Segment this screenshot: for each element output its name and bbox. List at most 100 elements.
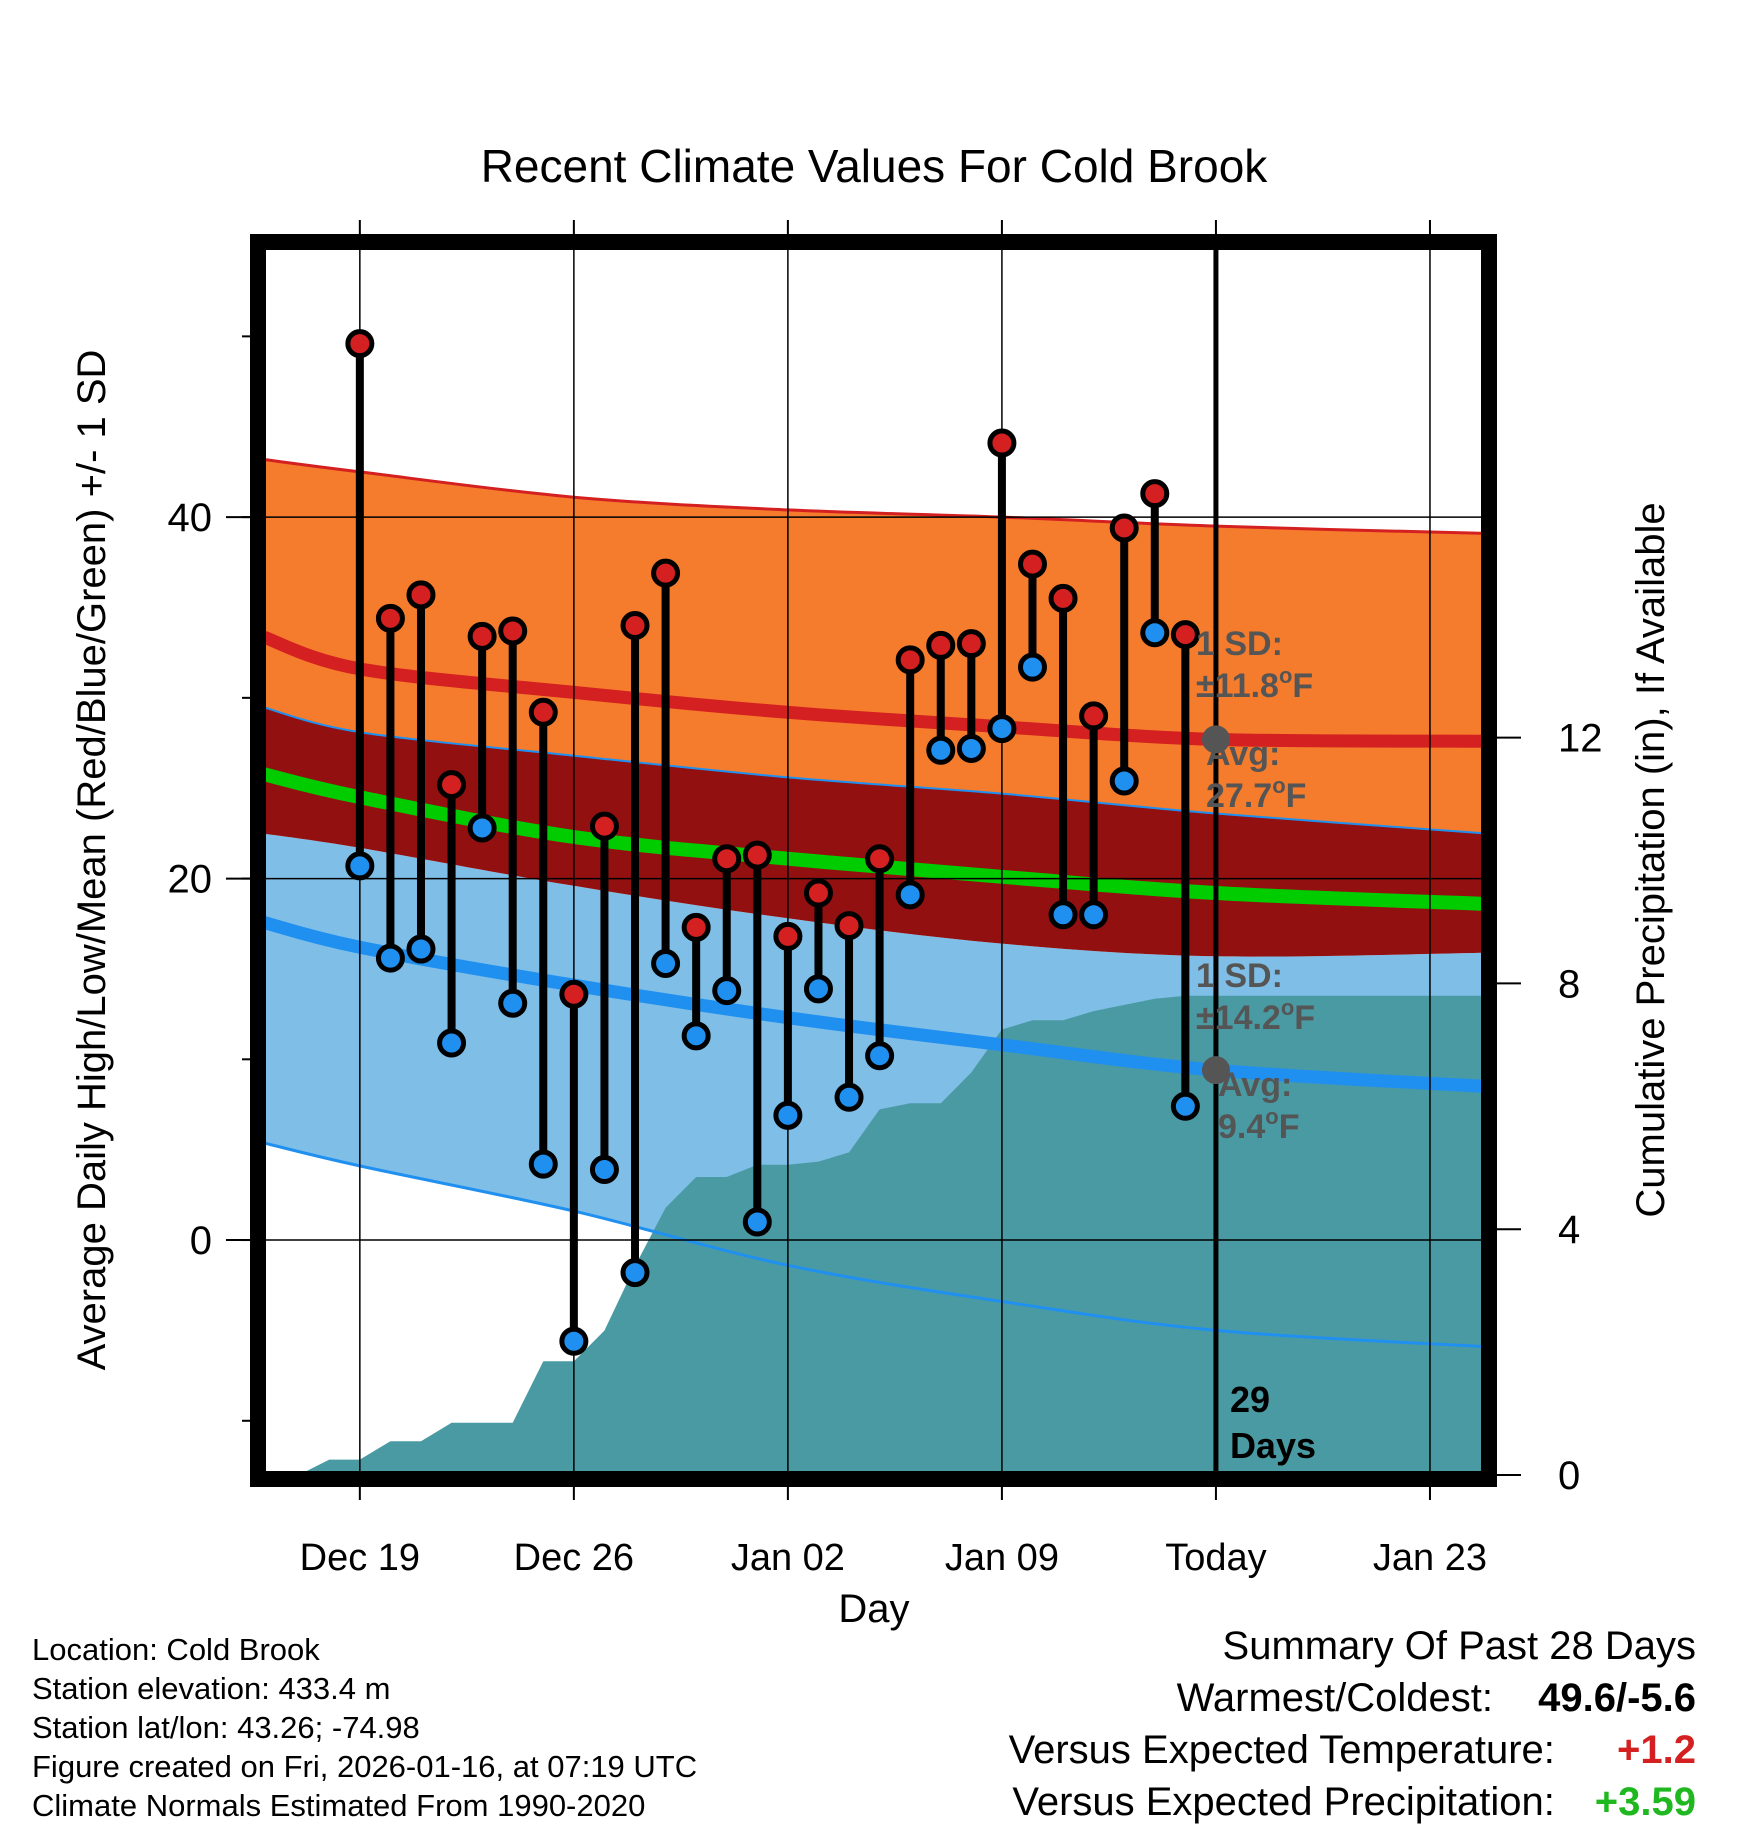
high-point xyxy=(1109,513,1139,543)
low-avg-annotation: Avg: xyxy=(1218,1066,1292,1104)
y-axis-label: Average Daily High/Low/Mean (Red/Blue/Gr… xyxy=(70,350,114,1371)
x-tick-label: Today xyxy=(1165,1537,1266,1579)
high-avg-annotation-value: 27.7oF xyxy=(1206,773,1306,815)
y-tick-label: 0 xyxy=(190,1219,212,1263)
annot-number: 27.7 xyxy=(1206,777,1272,815)
low-point xyxy=(1109,766,1139,796)
degree-sup: o xyxy=(1272,773,1285,798)
high-point xyxy=(1048,583,1078,613)
low-point xyxy=(375,943,405,973)
high-point xyxy=(498,616,528,646)
low-point xyxy=(803,974,833,1004)
low-point xyxy=(467,813,497,843)
x-tick-label: Dec 19 xyxy=(300,1537,420,1579)
y2-tick-label: 0 xyxy=(1558,1454,1580,1498)
high-point xyxy=(681,912,711,942)
warmest-coldest-label: Warmest/Coldest: xyxy=(1176,1676,1493,1720)
x-tick-label: Jan 02 xyxy=(731,1537,845,1579)
temp-vs-expected-row: Versus Expected Temperature: +1.2 xyxy=(1009,1724,1696,1776)
high-point xyxy=(345,329,375,359)
summary-panel: Summary Of Past 28 Days Warmest/Coldest:… xyxy=(1009,1620,1696,1828)
high-point xyxy=(956,629,986,659)
high-point xyxy=(467,621,497,651)
precip-vs-expected-label: Versus Expected Precipitation: xyxy=(1012,1780,1555,1824)
low-avg-marker xyxy=(1201,1056,1230,1085)
unit-f: F xyxy=(1292,667,1313,705)
degree-sup: o xyxy=(1279,663,1292,688)
high-point xyxy=(1170,620,1200,650)
degree-sup: o xyxy=(1281,995,1294,1020)
days-count-number: 29 xyxy=(1230,1379,1270,1420)
y2-tick-label: 4 xyxy=(1558,1208,1580,1252)
high-point xyxy=(926,630,956,660)
high-point xyxy=(742,840,772,870)
latlon-text: Station lat/lon: 43.26; -74.98 xyxy=(32,1710,420,1745)
low-point xyxy=(1017,652,1047,682)
high-point xyxy=(437,770,467,800)
summary-title: Summary Of Past 28 Days xyxy=(1222,1624,1696,1668)
low-point xyxy=(437,1028,467,1058)
high-point xyxy=(375,603,405,633)
low-point xyxy=(1048,900,1078,930)
low-sd-annotation: 1 SD: xyxy=(1196,957,1283,995)
degree-sup: o xyxy=(1265,1104,1278,1129)
high-point xyxy=(773,921,803,951)
low-point xyxy=(498,988,528,1018)
x-tick-label: Jan 23 xyxy=(1373,1537,1487,1579)
high-point xyxy=(528,697,558,727)
annot-number: ±11.8 xyxy=(1196,667,1279,705)
low-point xyxy=(834,1082,864,1112)
temp-vs-expected-label: Versus Expected Temperature: xyxy=(1008,1728,1555,1772)
high-point xyxy=(834,911,864,941)
chart-title: Recent Climate Values For Cold Brook xyxy=(481,140,1269,192)
high-point xyxy=(1017,549,1047,579)
high-upper-line xyxy=(262,457,1485,535)
temp-vs-expected-value: +1.2 xyxy=(1617,1728,1696,1772)
low-avg-annotation-value: 9.4oF xyxy=(1218,1104,1300,1146)
location-text: Location: Cold Brook xyxy=(32,1632,320,1667)
high-point xyxy=(406,580,436,610)
high-point xyxy=(895,645,925,675)
high-sd-annotation: 1 SD: xyxy=(1196,625,1283,663)
low-point xyxy=(406,934,436,964)
annot-number: ±14.2 xyxy=(1196,999,1281,1037)
unit-f: F xyxy=(1286,777,1307,815)
high-point xyxy=(865,844,895,874)
low-point xyxy=(773,1100,803,1130)
y2-tick-label: 12 xyxy=(1558,717,1603,761)
low-point xyxy=(559,1326,589,1356)
low-point xyxy=(1079,900,1109,930)
low-point xyxy=(681,1021,711,1051)
high-point xyxy=(589,811,619,841)
high-avg-marker xyxy=(1201,725,1230,754)
x-axis-label: Day xyxy=(838,1587,909,1631)
warmest-coldest-row: Warmest/Coldest: 49.6/-5.6 xyxy=(1009,1672,1696,1724)
x-tick-label: Dec 26 xyxy=(514,1537,634,1579)
low-point xyxy=(589,1155,619,1185)
low-lower-line xyxy=(262,1140,1485,1349)
low-point xyxy=(926,735,956,765)
warmest-coldest-value: 49.6/-5.6 xyxy=(1538,1676,1696,1720)
station-info: Location: Cold Brook Station elevation: … xyxy=(32,1630,697,1825)
precip-vs-expected-row: Versus Expected Precipitation: +3.59 xyxy=(1009,1776,1696,1828)
unit-f: F xyxy=(1279,1108,1300,1146)
high-point xyxy=(559,979,589,1009)
low-point xyxy=(620,1258,650,1288)
created-text: Figure created on Fri, 2026-01-16, at 07… xyxy=(32,1749,698,1784)
high-point xyxy=(651,558,681,588)
high-point xyxy=(620,611,650,641)
low-point xyxy=(651,949,681,979)
elevation-text: Station elevation: 433.4 m xyxy=(32,1671,391,1706)
low-point xyxy=(895,880,925,910)
low-point xyxy=(865,1041,895,1071)
low-point xyxy=(712,976,742,1006)
low-point xyxy=(345,851,375,881)
x-tick-label: Jan 09 xyxy=(945,1537,1059,1579)
high-sd-annotation-value: ±11.8oF xyxy=(1196,663,1313,705)
low-point xyxy=(528,1149,558,1179)
high-avg-annotation: Avg: xyxy=(1206,735,1280,773)
y2-tick-label: 8 xyxy=(1558,962,1580,1006)
y2-axis-label: Cumulative Precipitation (in), If Availa… xyxy=(1629,502,1673,1217)
y-tick-label: 40 xyxy=(168,496,213,540)
